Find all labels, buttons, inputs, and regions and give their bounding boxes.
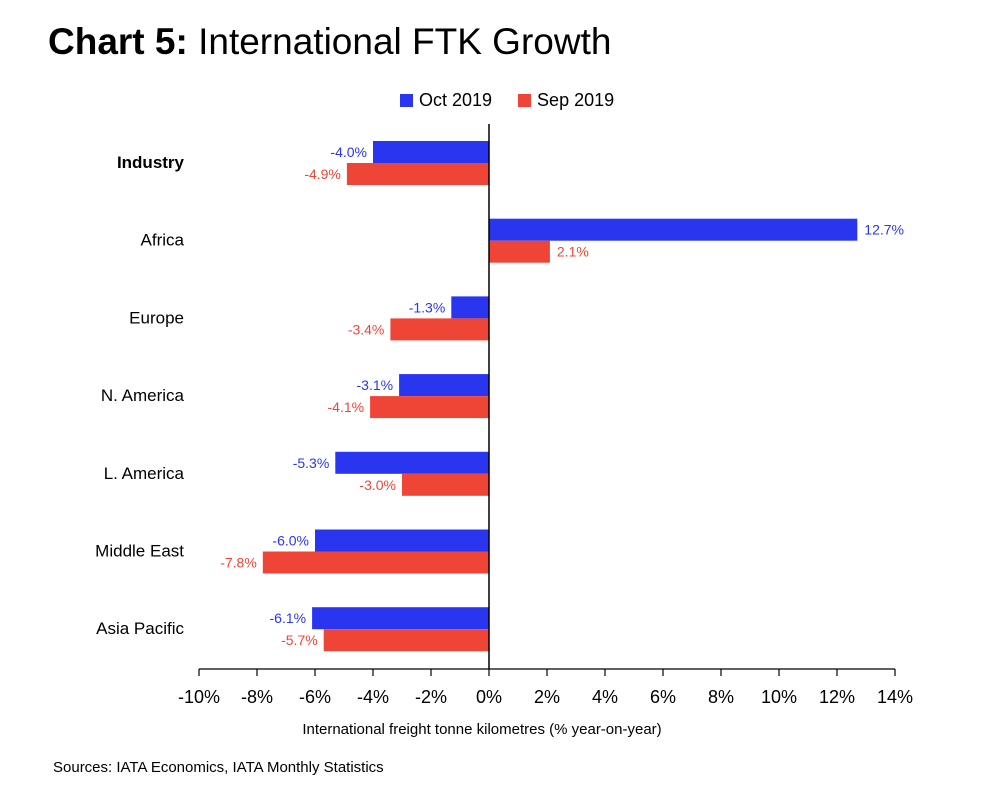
x-tick-label-8: 6% <box>650 687 676 707</box>
legend-item-oct: Oct 2019 <box>400 90 492 111</box>
chart-title: Chart 5: International FTK Growth <box>48 18 611 66</box>
x-tick-label-0: -10% <box>178 687 220 707</box>
legend: Oct 2019 Sep 2019 <box>400 90 640 111</box>
x-tick-label-11: 12% <box>819 687 855 707</box>
category-label-0: Industry <box>117 153 185 172</box>
x-tick-label-6: 2% <box>534 687 560 707</box>
data-label-sep-2: -3.4% <box>348 321 385 337</box>
data-label-sep-4: -3.0% <box>359 477 396 493</box>
x-tick-label-12: 14% <box>877 687 913 707</box>
bar-sep-5 <box>262 551 489 574</box>
x-tick-label-3: -4% <box>357 687 389 707</box>
category-label-5: Middle East <box>95 542 184 561</box>
category-label-6: Asia Pacific <box>96 619 184 638</box>
data-label-oct-0: -4.0% <box>330 144 367 160</box>
bar-sep-2 <box>390 318 489 341</box>
data-label-oct-6: -6.1% <box>270 610 307 626</box>
bar-oct-0 <box>373 141 489 163</box>
bar-sep-4 <box>402 473 489 496</box>
x-tick-label-1: -8% <box>241 687 273 707</box>
category-label-2: Europe <box>129 308 184 327</box>
data-label-sep-5: -7.8% <box>220 555 257 571</box>
bar-sep-3 <box>370 396 489 419</box>
data-label-sep-0: -4.9% <box>304 166 341 182</box>
x-axis-title: International freight tonne kilometres (… <box>302 721 661 738</box>
data-label-oct-2: -1.3% <box>409 299 446 315</box>
bar-oct-1 <box>489 218 858 241</box>
bar-sep-6 <box>323 629 489 652</box>
data-label-sep-1: 2.1% <box>557 244 589 260</box>
x-tick-label-7: 4% <box>592 687 618 707</box>
bar-sep-1 <box>489 240 550 263</box>
x-tick-label-4: -2% <box>415 687 447 707</box>
bar-oct-4 <box>335 451 489 474</box>
bar-oct-5 <box>315 529 489 552</box>
data-label-oct-3: -3.1% <box>357 377 394 393</box>
legend-swatch-oct <box>400 94 413 107</box>
data-label-oct-1: 12.7% <box>864 222 904 238</box>
legend-label-oct: Oct 2019 <box>419 90 493 110</box>
category-label-4: L. America <box>104 464 185 483</box>
data-label-sep-6: -5.7% <box>281 632 318 648</box>
legend-label-sep: Sep 2019 <box>537 90 615 110</box>
bar-oct-3 <box>399 374 489 397</box>
legend-swatch-sep <box>518 94 532 107</box>
chart-title-prefix: Chart 5: <box>48 21 188 62</box>
x-tick-label-10: 10% <box>761 687 797 707</box>
category-label-3: N. America <box>101 386 185 405</box>
source-note: Sources: IATA Economics, IATA Monthly St… <box>53 759 384 776</box>
bar-sep-0 <box>346 163 489 185</box>
bar-oct-2 <box>451 296 489 319</box>
bar-oct-6 <box>312 607 489 630</box>
data-label-oct-5: -6.0% <box>272 533 309 549</box>
data-label-sep-3: -4.1% <box>328 399 365 415</box>
data-label-oct-4: -5.3% <box>293 455 330 471</box>
chart-title-text: International FTK Growth <box>198 21 612 62</box>
x-tick-label-9: 8% <box>708 687 734 707</box>
x-tick-label-5: 0% <box>476 687 502 707</box>
legend-item-sep: Sep 2019 <box>518 90 614 111</box>
category-label-1: Africa <box>141 231 185 250</box>
x-tick-label-2: -6% <box>299 687 331 707</box>
